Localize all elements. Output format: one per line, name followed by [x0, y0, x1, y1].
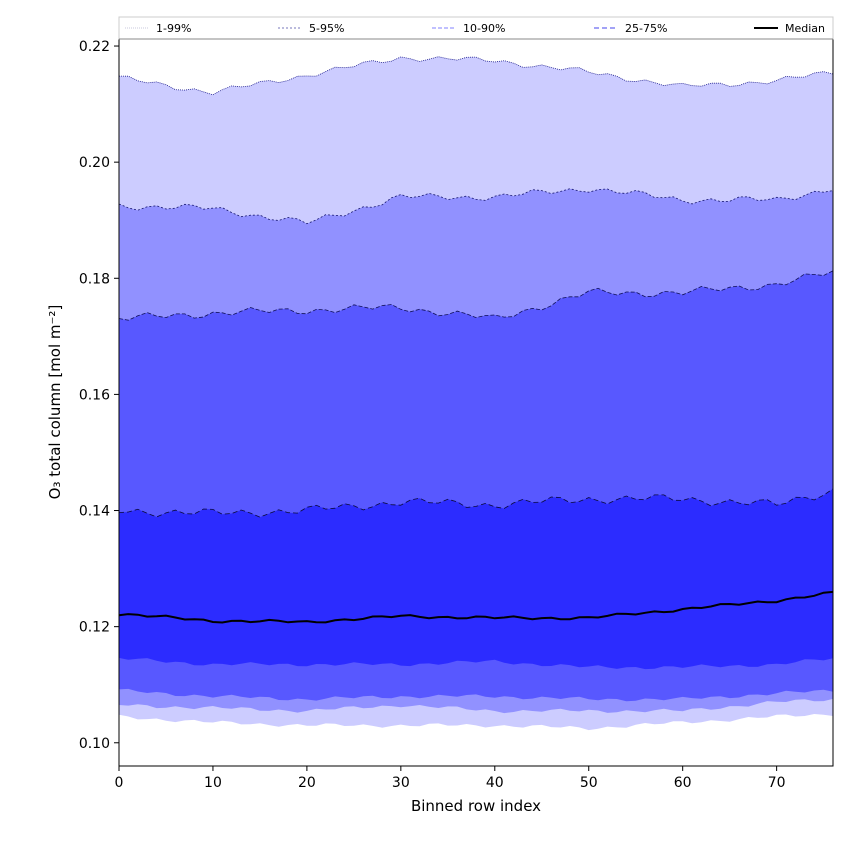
legend-label-1-99%: 1-99% — [156, 22, 191, 35]
plot-area — [118, 56, 834, 731]
x-tick-label: 70 — [768, 775, 786, 791]
x-axis-label: Binned row index — [411, 797, 541, 815]
legend-label-10-90%: 10-90% — [463, 22, 505, 35]
legend-label-25-75%: 25-75% — [625, 22, 667, 35]
y-axis-label: O₃ total column [mol m⁻²] — [46, 305, 64, 500]
legend-label-Median: Median — [785, 22, 825, 35]
x-tick-label: 50 — [580, 775, 598, 791]
y-tick-label: 0.22 — [79, 39, 110, 55]
legend: 1-99% 5-95% 10-90% 25-75% Median — [118, 16, 834, 40]
y-tick-label: 0.20 — [79, 155, 110, 171]
legend-label-5-95%: 5-95% — [309, 22, 344, 35]
x-tick-label: 60 — [674, 775, 692, 791]
x-tick-label: 40 — [486, 775, 504, 791]
y-tick-label: 0.14 — [79, 504, 110, 520]
y-tick-label: 0.10 — [79, 736, 110, 752]
x-tick-label: 30 — [392, 775, 410, 791]
y-tick-label: 0.12 — [79, 620, 110, 636]
median-line — [118, 590, 834, 624]
band-upper-edge-10-90% — [118, 270, 834, 321]
x-tick-label: 20 — [298, 775, 316, 791]
x-tick-label: 0 — [115, 775, 124, 791]
band-upper-edge-1-99% — [118, 56, 834, 96]
band-25-75% — [119, 488, 833, 670]
band-upper-edge-5-95% — [118, 188, 834, 225]
band-upper-edge-25-75% — [118, 488, 834, 518]
y-tick-label: 0.18 — [79, 271, 110, 287]
x-tick-label: 10 — [204, 775, 222, 791]
y-tick-label: 0.16 — [79, 387, 110, 403]
axes: 0 10 20 30 40 50 60 70 0.10 0.12 0.14 0.16 0.18 0.20 0… — [79, 16, 834, 791]
